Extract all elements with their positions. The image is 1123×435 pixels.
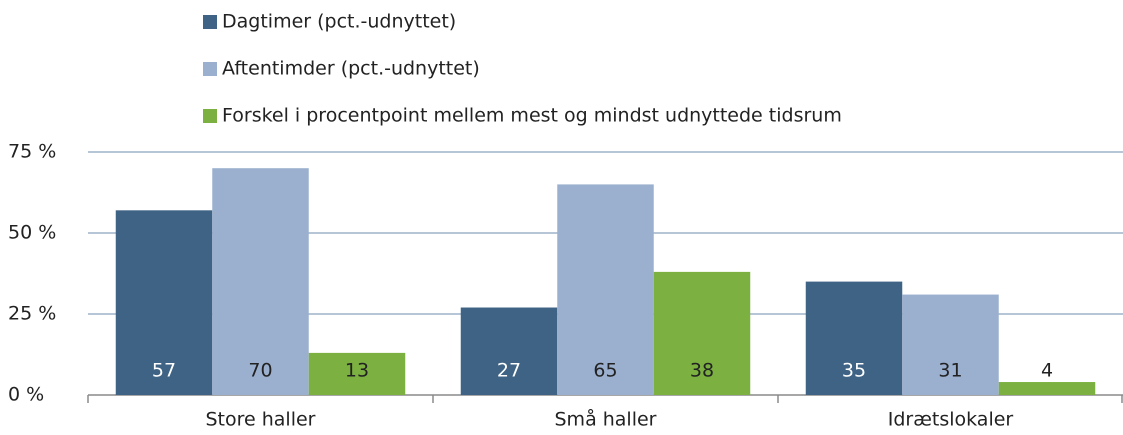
data-label: 57 [152,360,176,382]
x-tick-label: Idrætslokaler [888,409,1014,431]
bar [902,294,999,395]
bar [212,168,309,395]
legend-swatch [203,62,217,76]
legend-label: Forskel i procentpoint mellem mest og mi… [222,105,842,127]
bar [805,281,903,395]
data-label: 65 [593,360,617,382]
bar [308,352,406,395]
data-label: 35 [842,360,866,382]
x-tick-label: Store haller [205,409,315,431]
data-label: 13 [345,360,369,382]
legend-swatch [203,109,217,123]
data-label: 31 [938,360,962,382]
bar [653,271,751,395]
bar [557,184,654,395]
bar [460,307,558,395]
y-tick-label: 0 % [8,384,44,406]
y-tick-label: 75 % [8,141,56,163]
data-label: 70 [248,360,272,382]
data-label: 38 [690,360,714,382]
bar [998,382,1096,395]
y-tick-label: 50 % [8,222,56,244]
legend-label: Aftentimder (pct.-udnyttet) [222,58,480,80]
data-label: 4 [1041,360,1053,382]
bar [115,210,213,395]
legend-swatch [203,15,217,29]
data-label: 27 [497,360,521,382]
y-tick-label: 25 % [8,303,56,325]
legend-label: Dagtimer (pct.-udnyttet) [222,11,456,33]
x-tick-label: Små haller [555,408,657,431]
